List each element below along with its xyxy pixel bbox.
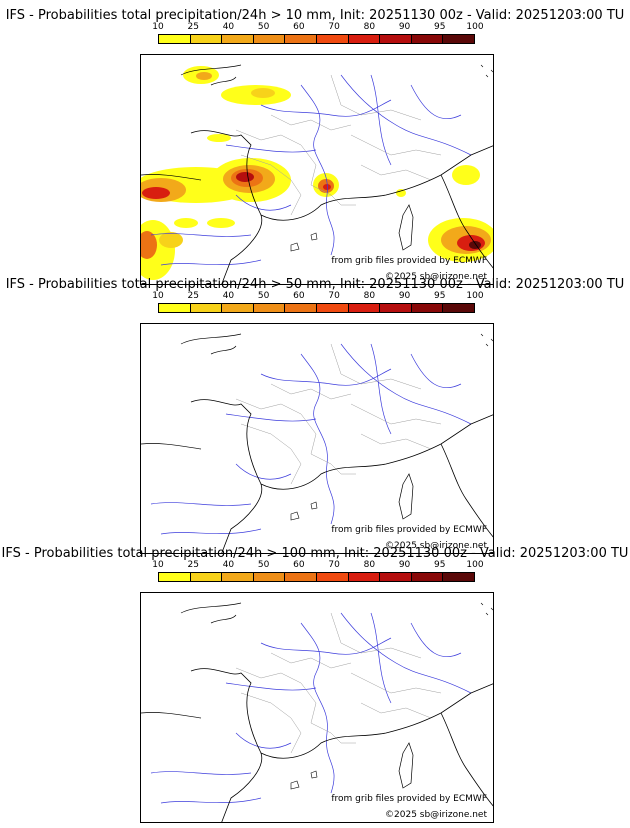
colorbar-segment <box>285 304 317 312</box>
colorbar-segment <box>190 304 223 312</box>
colorbar-segment <box>380 304 412 312</box>
colorbar-segment <box>348 304 381 312</box>
forecast-panel-10mm: IFS - Probabilities total precipitation/… <box>0 8 630 285</box>
colorbar-ticks: 10 25 40 50 60 70 80 90 95 100 <box>152 560 483 572</box>
colorbar-tick-label: 80 <box>363 560 376 570</box>
copyright-credit: ©2025 sb@irizone.net <box>385 272 487 282</box>
basemap <box>141 602 493 822</box>
colorbar-ticks: 10 25 40 50 60 70 80 90 95 100 <box>152 22 483 34</box>
copyright-credit: ©2025 sb@irizone.net <box>385 541 487 551</box>
colorbar-segment <box>285 573 317 581</box>
basemap <box>141 333 493 553</box>
basemap <box>141 64 493 284</box>
precipitation-probability-areas <box>141 66 493 280</box>
colorbar-tick-label: 10 <box>152 22 164 32</box>
panel-title: IFS - Probabilities total precipitation/… <box>5 8 625 23</box>
map-canvas <box>141 64 493 284</box>
colorbar-segment <box>222 573 254 581</box>
colorbar-tick-label: 50 <box>257 22 270 32</box>
colorbar-segment <box>253 304 286 312</box>
colorbar-tick-label: 70 <box>328 22 340 32</box>
colorbar-segment <box>411 304 444 312</box>
colorbar-tick-label: 90 <box>398 291 411 301</box>
colorbar-tick-label: 50 <box>257 291 270 301</box>
probability-map: from grib files provided by ECMWF ©2025 … <box>140 54 494 285</box>
colorbar-tick-label: 10 <box>152 560 164 570</box>
colorbar-tick-label: 40 <box>222 560 235 570</box>
colorbar-segment <box>443 35 474 43</box>
forecast-panel-100mm: IFS - Probabilities total precipitation/… <box>0 546 630 823</box>
colorbar-segment <box>380 573 412 581</box>
data-source-credit: from grib files provided by ECMWF <box>331 525 487 535</box>
colorbar-segment <box>411 35 444 43</box>
colorbar-segment <box>159 573 191 581</box>
colorbar-tick-label: 40 <box>222 22 235 32</box>
colorbar-segment <box>253 573 286 581</box>
data-source-credit: from grib files provided by ECMWF <box>331 256 487 266</box>
panel-title: IFS - Probabilities total precipitation/… <box>1 546 629 561</box>
colorbar-tick-label: 60 <box>293 22 305 32</box>
colorbar-segment <box>348 35 381 43</box>
colorbar-tick-label: 100 <box>466 291 484 301</box>
colorbar-segment <box>190 35 223 43</box>
colorbar-tick-label: 10 <box>152 291 164 301</box>
colorbar-segment <box>316 573 349 581</box>
colorbar-segment <box>316 35 349 43</box>
colorbar-segment <box>222 304 254 312</box>
colorbar <box>158 572 475 582</box>
colorbar-segment <box>222 35 254 43</box>
colorbar-tick-label: 70 <box>328 560 340 570</box>
colorbar-segment <box>159 304 191 312</box>
colorbar-tick-label: 90 <box>398 560 411 570</box>
colorbar-tick-label: 60 <box>293 560 305 570</box>
colorbar-tick-label: 25 <box>187 560 199 570</box>
colorbar-tick-label: 100 <box>466 22 484 32</box>
colorbar <box>158 303 475 313</box>
map-canvas <box>141 602 493 822</box>
colorbar-segment <box>443 304 474 312</box>
colorbar-segment <box>253 35 286 43</box>
colorbar-segment <box>316 304 349 312</box>
colorbar-tick-label: 25 <box>187 291 199 301</box>
map-canvas <box>141 333 493 553</box>
colorbar-segment <box>380 35 412 43</box>
colorbar <box>158 34 475 44</box>
copyright-credit: ©2025 sb@irizone.net <box>385 810 487 820</box>
probability-map: from grib files provided by ECMWF ©2025 … <box>140 592 494 823</box>
colorbar-segment <box>443 573 474 581</box>
colorbar-tick-label: 80 <box>363 22 376 32</box>
colorbar-segment <box>285 35 317 43</box>
colorbar-tick-label: 95 <box>434 22 446 32</box>
colorbar-segment <box>190 573 223 581</box>
colorbar-ticks: 10 25 40 50 60 70 80 90 95 100 <box>152 291 483 303</box>
colorbar-segment <box>159 35 191 43</box>
colorbar-tick-label: 40 <box>222 291 235 301</box>
panel-title: IFS - Probabilities total precipitation/… <box>5 277 625 292</box>
colorbar-tick-label: 80 <box>363 291 376 301</box>
forecast-panel-50mm: IFS - Probabilities total precipitation/… <box>0 277 630 554</box>
colorbar-tick-label: 70 <box>328 291 340 301</box>
data-source-credit: from grib files provided by ECMWF <box>331 794 487 804</box>
probability-map: from grib files provided by ECMWF ©2025 … <box>140 323 494 554</box>
colorbar-segment <box>411 573 444 581</box>
colorbar-segment <box>348 573 381 581</box>
colorbar-tick-label: 50 <box>257 560 270 570</box>
colorbar-tick-label: 60 <box>293 291 305 301</box>
colorbar-tick-label: 25 <box>187 22 199 32</box>
colorbar-tick-label: 100 <box>466 560 484 570</box>
colorbar-tick-label: 95 <box>434 560 446 570</box>
colorbar-tick-label: 90 <box>398 22 411 32</box>
colorbar-tick-label: 95 <box>434 291 446 301</box>
